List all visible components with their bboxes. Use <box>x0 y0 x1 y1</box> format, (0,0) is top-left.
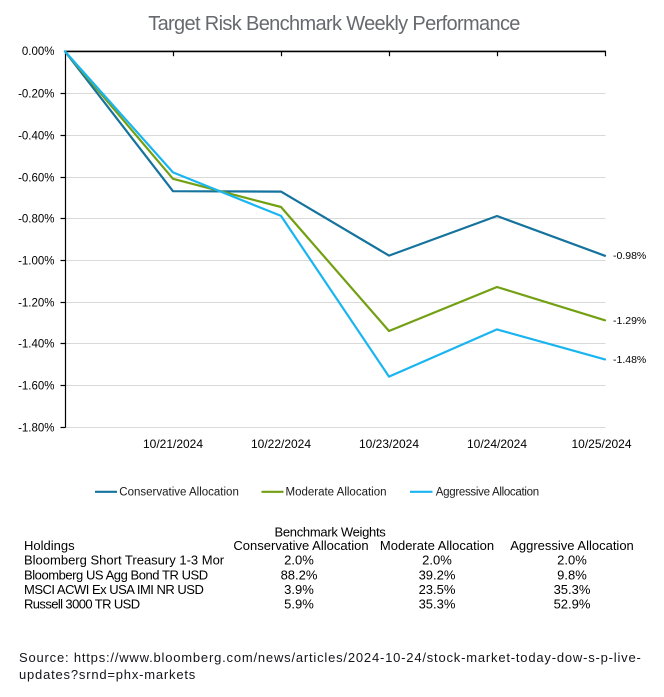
svg-text:Aggressive Allocation: Aggressive Allocation <box>510 538 634 553</box>
svg-text:10/23/2024: 10/23/2024 <box>359 437 419 451</box>
svg-text:35.3%: 35.3% <box>419 597 456 612</box>
svg-text:10/22/2024: 10/22/2024 <box>251 437 311 451</box>
svg-text:0.00%: 0.00% <box>22 46 55 58</box>
svg-text:2.0%: 2.0% <box>557 553 587 568</box>
svg-text:Moderate Allocation: Moderate Allocation <box>286 486 387 498</box>
svg-text:-1.60%: -1.60% <box>18 380 54 392</box>
svg-text:MSCI ACWI Ex USA IMI NR USD: MSCI ACWI Ex USA IMI NR USD <box>24 582 203 597</box>
svg-text:88.2%: 88.2% <box>281 567 318 582</box>
svg-text:-0.20%: -0.20% <box>18 88 54 100</box>
svg-text:Conservative Allocation: Conservative Allocation <box>119 486 239 498</box>
svg-text:10/25/2024: 10/25/2024 <box>571 437 631 451</box>
svg-text:-1.20%: -1.20% <box>18 297 54 309</box>
svg-text:5.9%: 5.9% <box>284 597 314 612</box>
svg-text:Moderate Allocation: Moderate Allocation <box>380 538 494 553</box>
svg-text:2.0%: 2.0% <box>284 553 314 568</box>
svg-text:10/24/2024: 10/24/2024 <box>467 437 527 451</box>
svg-text:52.9%: 52.9% <box>554 597 591 612</box>
svg-text:Bloomberg US Agg Bond TR USD: Bloomberg US Agg Bond TR USD <box>24 567 208 582</box>
svg-text:-1.80%: -1.80% <box>18 422 54 434</box>
svg-text:Holdings: Holdings <box>24 538 75 553</box>
svg-text:35.3%: 35.3% <box>554 582 591 597</box>
svg-text:Aggressive Allocation: Aggressive Allocation <box>436 486 539 498</box>
svg-text:Target Risk Benchmark Weekly P: Target Risk Benchmark Weekly Performance <box>148 13 520 35</box>
svg-text:39.2%: 39.2% <box>419 567 456 582</box>
svg-text:23.5%: 23.5% <box>419 582 456 597</box>
svg-text:-0.40%: -0.40% <box>18 130 54 142</box>
svg-text:-0.60%: -0.60% <box>18 172 54 184</box>
svg-text:9.8%: 9.8% <box>557 567 587 582</box>
svg-text:2.0%: 2.0% <box>422 553 452 568</box>
svg-text:-1.48%: -1.48% <box>613 354 646 366</box>
svg-text:-1.00%: -1.00% <box>18 255 54 267</box>
svg-text:3.9%: 3.9% <box>284 582 314 597</box>
svg-text:-0.80%: -0.80% <box>18 213 54 225</box>
svg-text:Russell 3000 TR USD: Russell 3000 TR USD <box>24 597 140 612</box>
svg-text:Bloomberg Short Treasury 1-3 M: Bloomberg Short Treasury 1-3 Mor <box>24 553 225 568</box>
svg-text:Source: https://www.bloomberg.: Source: https://www.bloomberg.com/news/a… <box>19 650 642 665</box>
svg-text:-1.40%: -1.40% <box>18 338 54 350</box>
svg-text:Conservative Allocation: Conservative Allocation <box>233 538 368 553</box>
svg-text:-0.98%: -0.98% <box>613 250 646 262</box>
svg-text:-1.29%: -1.29% <box>613 315 646 327</box>
svg-text:updates?srnd=phx-markets: updates?srnd=phx-markets <box>19 667 196 682</box>
svg-text:10/21/2024: 10/21/2024 <box>143 437 203 451</box>
svg-text:Benchmark Weights: Benchmark Weights <box>275 525 387 540</box>
